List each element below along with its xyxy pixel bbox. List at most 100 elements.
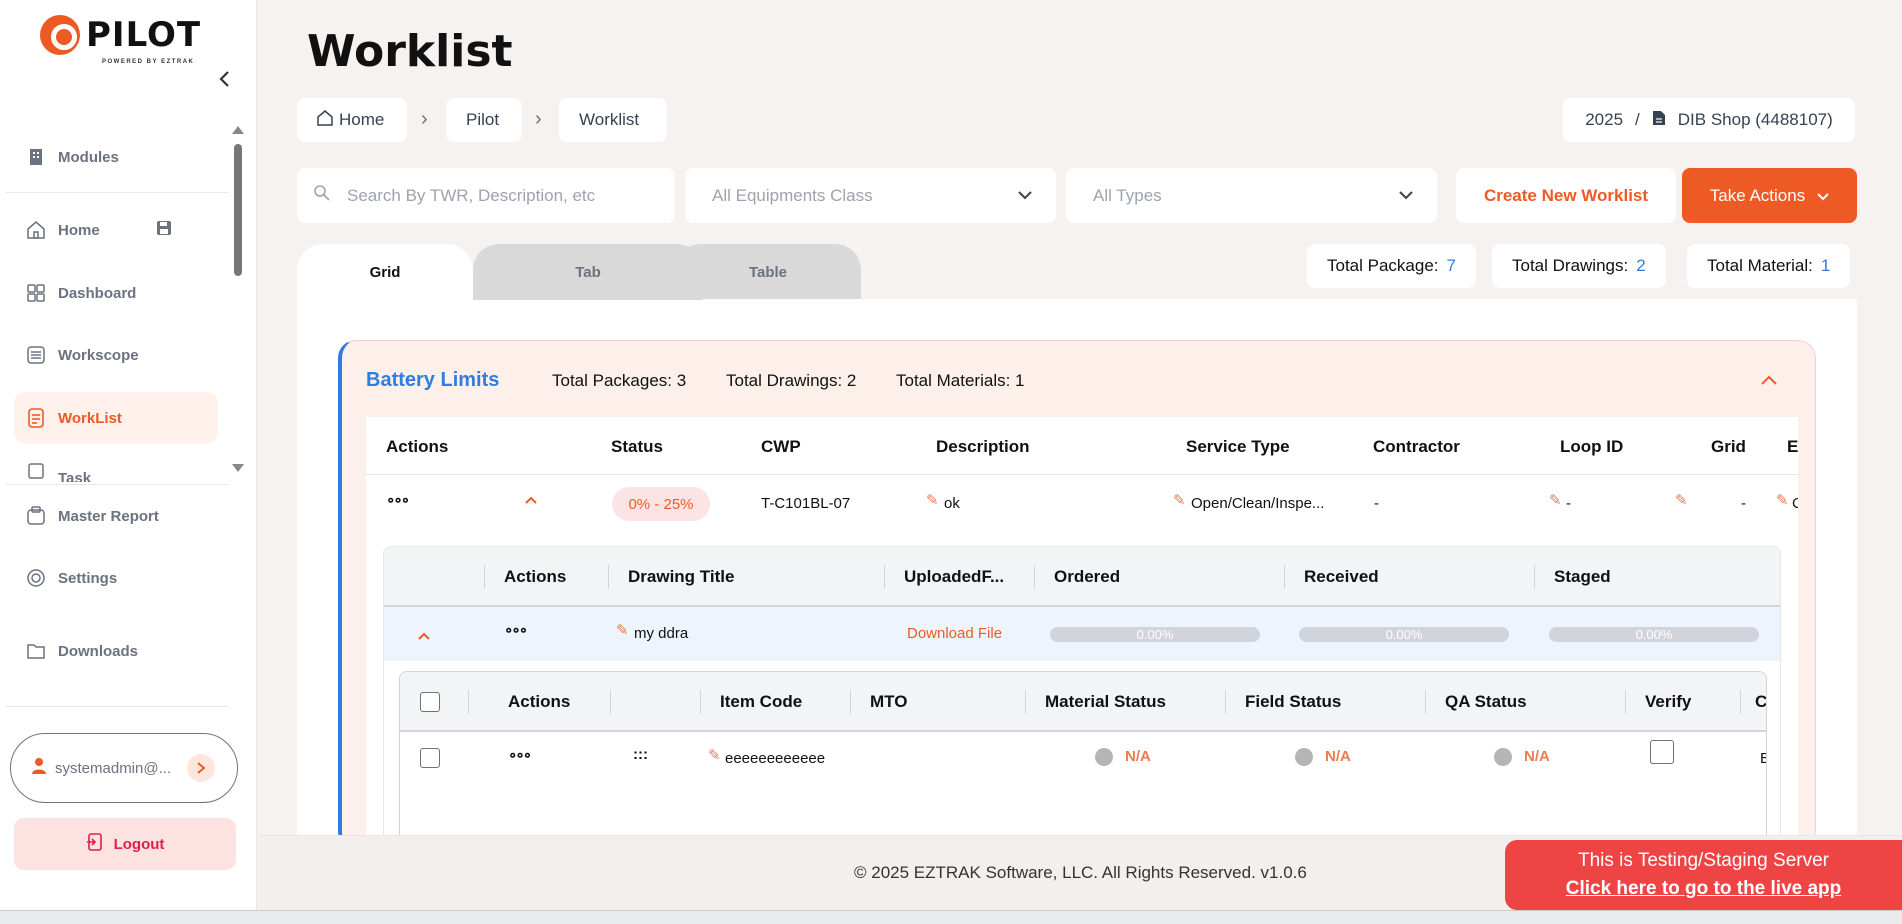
breadcrumb-worklist[interactable]: Worklist [559,98,667,142]
sidebar-item-master-report[interactable]: Master Report [14,490,218,542]
sidebar-item-workscope[interactable]: Workscope [14,329,218,381]
pencil-icon[interactable]: ✎ [926,492,939,509]
create-worklist-button[interactable]: Create New Worklist [1456,168,1676,223]
group-title[interactable]: Battery Limits [366,369,500,391]
pencil-icon[interactable]: ✎ [1173,492,1186,509]
pencil-icon[interactable]: ✎ [1675,492,1688,509]
breadcrumb-home[interactable]: Home [297,98,407,142]
sidebar-item-label: Modules [58,148,119,166]
package-table: Actions Status CWP Description Service T… [366,417,1798,850]
stat-label: Total Drawings: [1512,256,1629,275]
take-actions-button[interactable]: Take Actions [1682,168,1857,223]
search-input[interactable]: Search By TWR, Description, etc [297,168,675,223]
column-header[interactable]: CWP [761,437,801,456]
scroll-thumb[interactable] [234,144,242,276]
scroll-down-icon[interactable] [232,464,244,472]
download-file-link[interactable]: Download File [907,625,1003,642]
stat-value: 2 [1636,256,1646,275]
shop-context[interactable]: 2025 / DIB Shop (4488107) [1563,98,1855,142]
column-header[interactable]: Staged [1554,567,1611,586]
column-header[interactable]: Service Type [1186,437,1290,456]
logo-mark-icon [40,15,80,55]
sidebar-item-label: Master Report [58,507,159,525]
column-header[interactable]: Material Status [1045,692,1166,711]
column-header[interactable]: Field Status [1245,692,1342,711]
tab-grid[interactable]: Grid [297,244,473,300]
table-header: Actions Status CWP Description Service T… [366,417,1798,475]
column-divider [1425,690,1426,714]
sidebar-item-label: Dashboard [58,284,137,302]
live-app-link[interactable]: Click here to go to the live app [1565,878,1842,899]
ordered-progress: 0.00% [1050,627,1260,642]
scroll-up-icon[interactable] [232,126,244,134]
chevron-right-icon[interactable] [187,754,215,782]
column-header[interactable]: Received [1304,567,1379,586]
sidebar-item-home[interactable]: Home [14,204,218,256]
sidebar-item-task[interactable]: Task [14,460,218,482]
divider [6,706,228,707]
select-all-checkbox[interactable] [420,692,440,712]
pilot-logo[interactable]: PILOT POWERED BY EZTRAK [40,12,210,65]
total-package-stat: Total Package: 7 [1307,244,1476,288]
verify-checkbox[interactable] [1650,740,1674,764]
table-row[interactable]: ∘∘∘ ::: ✎ eeeeeeeeeeee N/A N/A N/A B [400,732,1766,786]
year-label: 2025 [1585,110,1624,129]
chevron-up-icon[interactable] [418,627,430,644]
pencil-icon[interactable]: ✎ [708,747,721,764]
chevron-up-icon[interactable] [525,491,537,508]
column-header[interactable]: Ordered [1054,567,1121,586]
column-header[interactable]: Grid [1711,437,1746,456]
tab-table[interactable]: Table [675,244,861,300]
logout-button[interactable]: Logout [14,818,236,870]
column-header[interactable]: C [1755,692,1767,711]
page-scrollbar[interactable] [1888,0,1902,835]
stat-value: 1 [1820,256,1831,275]
table-row[interactable]: ∘∘∘ 0% - 25% T-C101BL-07 ✎ ok ✎ Open/Cle… [366,475,1798,533]
sidebar-item-settings[interactable]: Settings [14,552,218,604]
column-header[interactable]: Contractor [1373,437,1460,456]
drag-handle-icon[interactable]: ::: [633,746,648,763]
more-actions-icon[interactable]: ∘∘∘ [386,492,410,509]
select-value: All Equipments Class [712,185,873,205]
column-header[interactable]: QA Status [1445,692,1527,711]
pencil-icon[interactable]: ✎ [616,622,629,639]
row-checkbox[interactable] [420,748,440,768]
status-badge: 0% - 25% [612,487,710,521]
column-header[interactable]: Verify [1645,692,1692,711]
table-row[interactable]: ∘∘∘ ✎ my ddra Download File 0.00% 0.00% … [384,607,1780,661]
column-header[interactable]: Description [936,437,1030,456]
staging-message: This is Testing/Staging Server [1578,850,1829,871]
column-divider [1740,690,1741,714]
column-header[interactable]: Item Code [720,692,803,711]
tab-tab[interactable]: Tab [473,244,703,300]
os-taskbar [0,910,1902,924]
sidebar-item-downloads[interactable]: Downloads [14,625,218,677]
more-actions-icon[interactable]: ∘∘∘ [508,747,532,764]
sidebar-scrollbar[interactable] [232,124,244,474]
column-divider [700,690,701,714]
more-actions-icon[interactable]: ∘∘∘ [504,622,528,639]
save-icon[interactable] [156,220,172,240]
breadcrumb-pilot[interactable]: Pilot [446,98,522,142]
column-header[interactable]: MTO [870,692,908,711]
column-header[interactable]: Status [611,437,663,456]
column-divider [1625,690,1626,714]
sidebar-item-label: WorkList [58,409,122,427]
chevron-up-icon[interactable] [1761,369,1777,390]
sidebar-item-modules[interactable]: Modules [14,131,218,183]
column-header[interactable]: E [1787,437,1798,456]
equipment-class-select[interactable]: All Equipments Class [685,168,1056,223]
column-header[interactable]: UploadedF... [904,567,1005,586]
chevron-down-icon [1817,186,1829,206]
column-header[interactable]: Drawing Title [628,567,735,586]
sidebar-item-worklist[interactable]: WorkList [14,392,218,444]
user-menu[interactable]: systemadmin@... [10,733,238,803]
pencil-icon[interactable]: ✎ [1549,492,1562,509]
collapse-sidebar-button[interactable] [213,70,235,94]
column-header[interactable]: Loop ID [1560,437,1624,456]
pencil-icon[interactable]: ✎ [1776,492,1789,509]
stat-value: 7 [1446,256,1456,275]
types-select[interactable]: All Types [1066,168,1437,223]
sidebar-item-dashboard[interactable]: Dashboard [14,267,218,319]
folder-icon [26,641,46,661]
